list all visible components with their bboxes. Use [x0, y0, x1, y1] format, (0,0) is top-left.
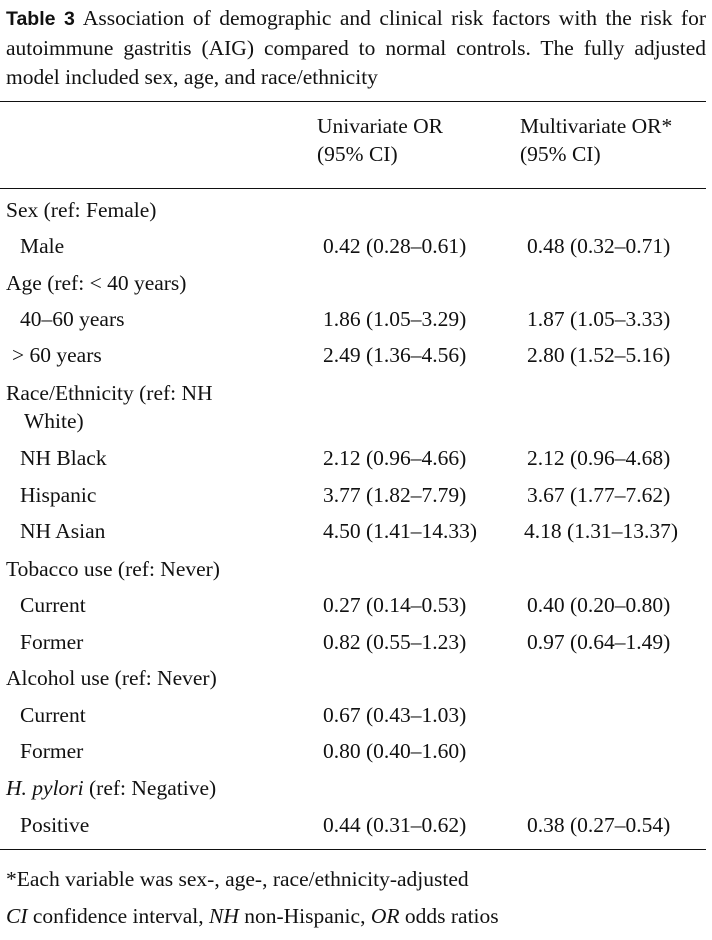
group-label-tobacco: Tobacco use (ref: Never): [6, 557, 220, 581]
univariate-value: 2.49 (1.36–4.56): [323, 343, 467, 367]
multivariate-value: 4.18 (1.31–13.37): [524, 519, 679, 543]
group-row-tobacco: Tobacco use (ref: Never): [0, 551, 712, 588]
univariate-value: 0.27 (0.14–0.53): [323, 593, 467, 617]
header-univariate-line1: Univariate OR: [317, 114, 443, 138]
univariate-value: 0.80 (0.40–1.60): [323, 739, 467, 763]
group-label-race-line1: Race/Ethnicity (ref: NH: [6, 381, 213, 405]
abbr-nh: NH: [208, 904, 239, 928]
caption-text: Association of demographic and clinical …: [6, 6, 707, 89]
row-label: Male: [20, 234, 65, 258]
table-row: Current 0.67 (0.43–1.03): [0, 697, 712, 734]
row-label: 40–60 years: [20, 307, 125, 331]
row-label: Positive: [20, 813, 90, 837]
row-label: Current: [20, 593, 86, 617]
row-label: Former: [20, 739, 84, 763]
header-multivariate: Multivariate OR* (95% CI): [520, 112, 672, 168]
table-row: > 60 years 2.49 (1.36–4.56) 2.80 (1.52–5…: [0, 337, 712, 374]
univariate-value: 2.12 (0.96–4.66): [323, 446, 467, 470]
header-univariate: Univariate OR (95% CI): [317, 112, 443, 168]
univariate-value: 1.86 (1.05–3.29): [323, 307, 467, 331]
hpylori-ref: (ref: Negative): [83, 776, 217, 800]
table-row: Male 0.42 (0.28–0.61) 0.48 (0.32–0.71): [0, 228, 712, 265]
univariate-value: 3.77 (1.82–7.79): [323, 483, 467, 507]
group-row-age: Age (ref: < 40 years): [0, 265, 712, 302]
univariate-value: 4.50 (1.41–14.33): [323, 519, 478, 543]
multivariate-value: 2.80 (1.52–5.16): [527, 343, 671, 367]
group-label-race-line2: White): [24, 409, 84, 433]
group-row-sex: Sex (ref: Female): [0, 192, 712, 229]
table-row: Former 0.82 (0.55–1.23) 0.97 (0.64–1.49): [0, 624, 712, 661]
footnote-adjusted: *Each variable was sex-, age-, race/ethn…: [6, 867, 469, 891]
row-label: Hispanic: [20, 483, 97, 507]
row-label: NH Asian: [20, 519, 106, 543]
multivariate-value: 0.38 (0.27–0.54): [527, 813, 671, 837]
multivariate-value: 2.12 (0.96–4.68): [527, 446, 671, 470]
table-top-rule: [0, 101, 706, 102]
table-label: Table 3: [6, 8, 75, 30]
table-header-rule: [0, 188, 706, 189]
group-label-sex: Sex (ref: Female): [6, 198, 157, 222]
group-label-race: Race/Ethnicity (ref: NH White): [6, 379, 213, 435]
abbr-or: OR: [370, 904, 400, 928]
univariate-value: 0.42 (0.28–0.61): [323, 234, 467, 258]
group-row-hpylori: H. pylori (ref: Negative): [0, 770, 712, 807]
abbr-nh-text: non-Hispanic,: [238, 904, 371, 928]
header-multivariate-line1: Multivariate OR*: [520, 114, 673, 138]
multivariate-value: 1.87 (1.05–3.33): [527, 307, 671, 331]
univariate-value: 0.44 (0.31–0.62): [323, 813, 467, 837]
table-row: Positive 0.44 (0.31–0.62) 0.38 (0.27–0.5…: [0, 807, 712, 844]
table-row: Current 0.27 (0.14–0.53) 0.40 (0.20–0.80…: [0, 587, 712, 624]
group-label-hpylori: H. pylori (ref: Negative): [6, 770, 216, 807]
abbr-or-text: odds ratios: [399, 904, 499, 928]
univariate-value: 0.67 (0.43–1.03): [323, 703, 467, 727]
multivariate-value: 0.48 (0.32–0.71): [527, 234, 671, 258]
row-label: Current: [20, 703, 86, 727]
multivariate-value: 0.40 (0.20–0.80): [527, 593, 671, 617]
row-label: > 60 years: [12, 343, 102, 367]
hpylori-italic: H. pylori: [6, 776, 84, 800]
group-row-alcohol: Alcohol use (ref: Never): [0, 660, 712, 697]
table-row: 40–60 years 1.86 (1.05–3.29) 1.87 (1.05–…: [0, 301, 712, 338]
multivariate-value: 3.67 (1.77–7.62): [527, 483, 671, 507]
row-label: Former: [20, 630, 84, 654]
abbr-ci-text: confidence interval,: [27, 904, 209, 928]
group-label-alcohol: Alcohol use (ref: Never): [6, 666, 217, 690]
group-label-age: Age (ref: < 40 years): [6, 271, 187, 295]
table-bottom-rule: [0, 849, 706, 850]
multivariate-value: 0.97 (0.64–1.49): [527, 630, 671, 654]
footnote-abbreviations: CI confidence interval, NH non-Hispanic,…: [6, 901, 499, 931]
univariate-value: 0.82 (0.55–1.23): [323, 630, 467, 654]
table-caption: Table 3 Association of demographic and cl…: [6, 4, 706, 92]
table-row: NH Black 2.12 (0.96–4.66) 2.12 (0.96–4.6…: [0, 440, 712, 477]
header-univariate-line2: (95% CI): [317, 142, 398, 166]
table-row: NH Asian 4.50 (1.41–14.33) 4.18 (1.31–13…: [0, 513, 712, 550]
abbr-ci: CI: [6, 904, 28, 928]
header-multivariate-line2: (95% CI): [520, 142, 601, 166]
table-row: Hispanic 3.77 (1.82–7.79) 3.67 (1.77–7.6…: [0, 477, 712, 514]
table-row: Former 0.80 (0.40–1.60): [0, 733, 712, 770]
row-label: NH Black: [20, 446, 107, 470]
